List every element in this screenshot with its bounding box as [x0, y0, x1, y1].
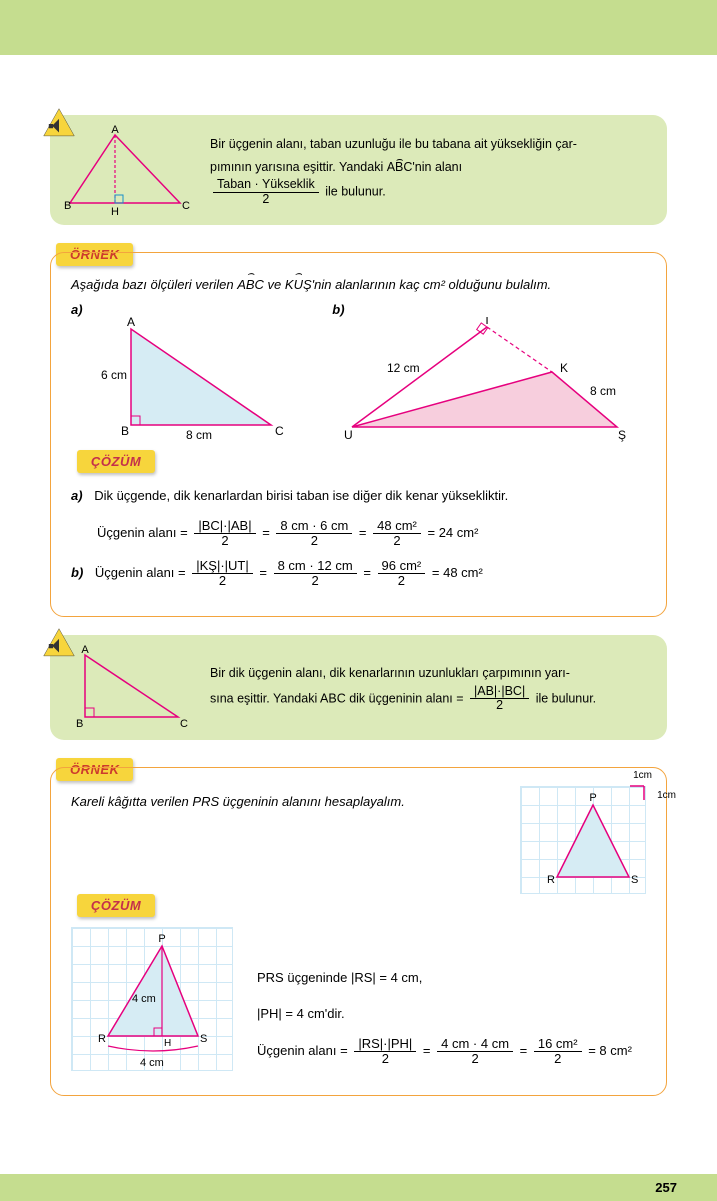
figA-s2: 8 cm — [186, 428, 212, 442]
ornek2-wrapper: ÖRNEK Kareli kâğıtta verilen PRS üçgenin… — [50, 758, 667, 1096]
megaphone-icon — [42, 627, 76, 661]
figB-K: K — [560, 361, 568, 375]
spacer — [0, 55, 717, 115]
ex1-figs: a) A B C 6 cm 8 cm b) — [71, 302, 646, 450]
ex1-figB-wrap: b) T K U Ş 12 cm 8 cm — [332, 302, 646, 450]
figA-s1: 6 cm — [101, 368, 127, 382]
unit-side: 1cm — [657, 790, 676, 801]
svg-text:S: S — [631, 874, 638, 886]
ex2-res: = 8 cm² — [588, 1043, 632, 1058]
ex2-t2: |PH| = 4 cm'dir. — [257, 1001, 646, 1027]
unit-bracket — [628, 784, 648, 804]
label-b: b) — [332, 302, 344, 317]
content: A B C H Bir üçgenin alanı, taban uzunluğ… — [0, 115, 717, 1144]
megaphone-icon — [42, 107, 76, 141]
ex1-lead: Aşağıda bazı ölçüleri verilen ABC ve KUŞ… — [71, 277, 646, 292]
ornek2-box: Kareli kâğıtta verilen PRS üçgeninin ala… — [50, 767, 667, 1096]
c1-line3: Taban · Yükseklik 2 ile bulunur. — [210, 178, 647, 207]
svg-text:R: R — [98, 1033, 106, 1045]
triangle-abc-height: A B C H — [60, 125, 190, 215]
ex1-t2: KUŞ — [285, 277, 312, 292]
ex1-lm: ve — [264, 277, 285, 292]
sa-res: = 24 cm² — [428, 525, 479, 540]
svg-text:P: P — [158, 933, 165, 945]
c1-fd: 2 — [213, 193, 319, 207]
c1-line2: pımının yarısına eşittir. Yandaki ABC'ni… — [210, 156, 647, 179]
sa-lead: Dik üçgende, dik kenarlardan birisi taba… — [94, 488, 508, 503]
ex2-math: PRS üçgeninde |RS| = 4 cm, |PH| = 4 cm'd… — [257, 927, 646, 1077]
label-a: a) — [71, 302, 83, 317]
grid-big-svg: P R S H 4 cm 4 cm — [72, 928, 234, 1088]
grid-big: P R S H 4 cm 4 cm — [71, 927, 233, 1071]
svg-text:R: R — [547, 874, 555, 886]
ex2-top: Kareli kâğıtta verilen PRS üçgeninin ala… — [71, 786, 646, 894]
ex2-lead: Kareli kâğıtta verilen PRS üçgeninin ala… — [71, 786, 500, 809]
figA-svg: A B C 6 cm 8 cm — [71, 317, 291, 447]
vertex-H: H — [111, 206, 119, 215]
top-band — [0, 0, 717, 55]
c1-line1: Bir üçgenin alanı, taban uzunluğu ile bu… — [210, 133, 647, 156]
svg-text:H: H — [164, 1038, 171, 1049]
unit-top: 1cm — [633, 770, 652, 781]
svg-text:4 cm: 4 cm — [140, 1057, 164, 1069]
figB-s2: 8 cm — [590, 384, 616, 398]
sa-lbl: a) — [71, 488, 83, 503]
figB-S: Ş — [618, 428, 626, 442]
figA-A: A — [127, 317, 135, 329]
vertex-B: B — [64, 200, 71, 212]
figB-U: U — [344, 428, 353, 442]
ex2-pre: Üçgenin alanı = — [257, 1043, 351, 1058]
page: A B C H Bir üçgenin alanı, taban uzunluğ… — [0, 0, 717, 1201]
c2-B: B — [76, 718, 83, 730]
figB-s1: 12 cm — [387, 361, 420, 375]
cozum-tag-1: ÇÖZÜM — [77, 450, 155, 473]
frac-taban: Taban · Yükseklik 2 — [213, 178, 319, 207]
c1-l2a: pımının yarısına eşittir. Yandaki — [210, 160, 387, 174]
ornek1-box: Aşağıda bazı ölçüleri verilen ABC ve KUŞ… — [50, 252, 667, 617]
ex2-body: P R S H 4 cm 4 cm PRS üçgeninde |RS| = 4… — [71, 927, 646, 1077]
c2-l2b: ile bulunur. — [536, 691, 596, 705]
solA: a) Dik üçgende, dik kenarlardan birisi t… — [71, 483, 646, 509]
sb-res: = 48 cm² — [432, 565, 483, 580]
sb-lbl: b) — [71, 565, 83, 580]
ornek1-wrapper: ÖRNEK Aşağıda bazı ölçüleri verilen ABC … — [50, 243, 667, 617]
c2-l1: Bir dik üçgenin alanı, dik kenarlarının … — [210, 662, 647, 685]
ex1-figA-wrap: a) A B C 6 cm 8 cm — [71, 302, 312, 450]
solB-eq: b) Üçgenin alanı = |KŞ|·|UT|2 = 8 cm · 1… — [71, 559, 646, 589]
solA-eq: Üçgenin alanı = |BC|·|AB|2 = 8 cm · 6 cm… — [71, 519, 646, 549]
c1-fn: Taban · Yükseklik — [213, 178, 319, 193]
right-triangle-fig: A B C — [60, 645, 190, 730]
figB-svg: T K U Ş 12 cm 8 cm — [332, 317, 632, 447]
callout2-text: Bir dik üçgenin alanı, dik kenarlarının … — [210, 662, 647, 713]
sb-pre: Üçgenin alanı = — [95, 565, 189, 580]
ex1-t1: ABC — [237, 277, 264, 292]
svg-text:4 cm: 4 cm — [132, 993, 156, 1005]
figB-T: T — [484, 317, 492, 327]
ex2-t1: PRS üçgeninde |RS| = 4 cm, — [257, 965, 646, 991]
vertex-C: C — [182, 200, 190, 212]
svg-text:S: S — [200, 1033, 207, 1045]
ex2-eq: Üçgenin alanı = |RS|·|PH|2 = 4 cm · 4 cm… — [257, 1037, 646, 1067]
c1-tail: ile bulunur. — [325, 185, 385, 199]
figA-C: C — [275, 424, 284, 438]
callout-area-formula: A B C H Bir üçgenin alanı, taban uzunluğ… — [50, 115, 667, 225]
c2-l2: sına eşittir. Yandaki ABC dik üçgeninin … — [210, 685, 647, 714]
svg-text:P: P — [589, 792, 596, 804]
page-number: 257 — [0, 1174, 717, 1201]
c1-tri: ABC — [387, 160, 413, 174]
callout1-text: Bir üçgenin alanı, taban uzunluğu ile bu… — [210, 133, 647, 207]
figA-B: B — [121, 424, 129, 438]
sa-pre: Üçgenin alanı = — [97, 525, 191, 540]
ex1-la: Aşağıda bazı ölçüleri verilen — [71, 277, 237, 292]
callout-right-triangle: A B C Bir dik üçgenin alanı, dik kenarla… — [50, 635, 667, 740]
c1-l2b: 'nin alanı — [412, 160, 462, 174]
ex1-lb: 'nin alanlarının kaç cm² olduğunu bulalı… — [312, 277, 552, 292]
c2-C: C — [180, 718, 188, 730]
c2-l2a: sına eşittir. Yandaki ABC dik üçgeninin … — [210, 691, 467, 705]
cozum-tag-2: ÇÖZÜM — [77, 894, 155, 917]
vertex-A: A — [111, 125, 119, 136]
ex2-smallgrid: P R S 1cm 1cm — [520, 786, 646, 894]
c2-A: A — [81, 645, 89, 656]
